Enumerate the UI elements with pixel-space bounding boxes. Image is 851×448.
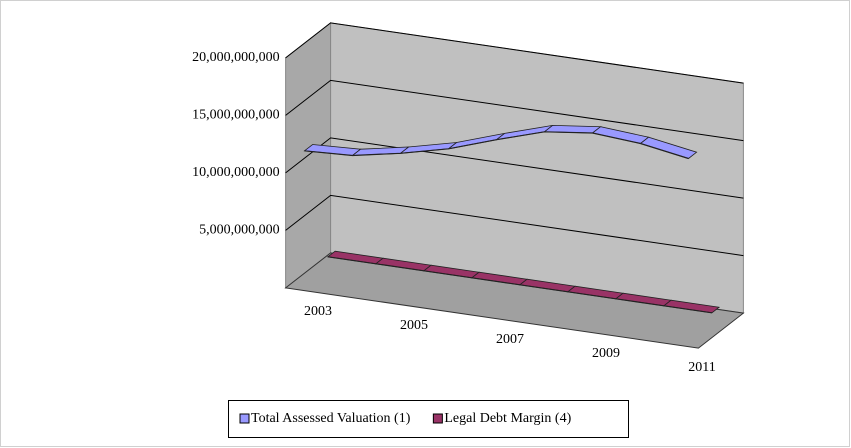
legend-box xyxy=(228,400,629,438)
x-tick-label: 2011 xyxy=(688,360,715,375)
y-tick-label: 10,000,000,000 xyxy=(192,165,280,180)
grid-line xyxy=(285,137,744,199)
legend-swatch xyxy=(432,413,443,424)
y-tick-label: 15,000,000,000 xyxy=(192,108,280,123)
legend-label: Legal Debt Margin (4) xyxy=(444,411,571,426)
series-line xyxy=(327,256,712,314)
x-tick-label: 2009 xyxy=(592,346,620,361)
legend-swatch xyxy=(239,413,250,424)
floor xyxy=(284,252,745,349)
y-tick-label: 5,000,000,000 xyxy=(199,223,280,238)
y-tick-label: 20,000,000,000 xyxy=(192,50,280,65)
x-tick-label: 2005 xyxy=(400,318,428,333)
x-tick-label: 2003 xyxy=(304,304,332,319)
grid-line xyxy=(285,194,744,257)
grid-line xyxy=(285,79,744,142)
grid-line xyxy=(285,22,744,84)
x-tick-label: 2007 xyxy=(496,332,524,347)
legend-label: Total Assessed Valuation (1) xyxy=(251,411,411,426)
series-line xyxy=(304,131,689,160)
